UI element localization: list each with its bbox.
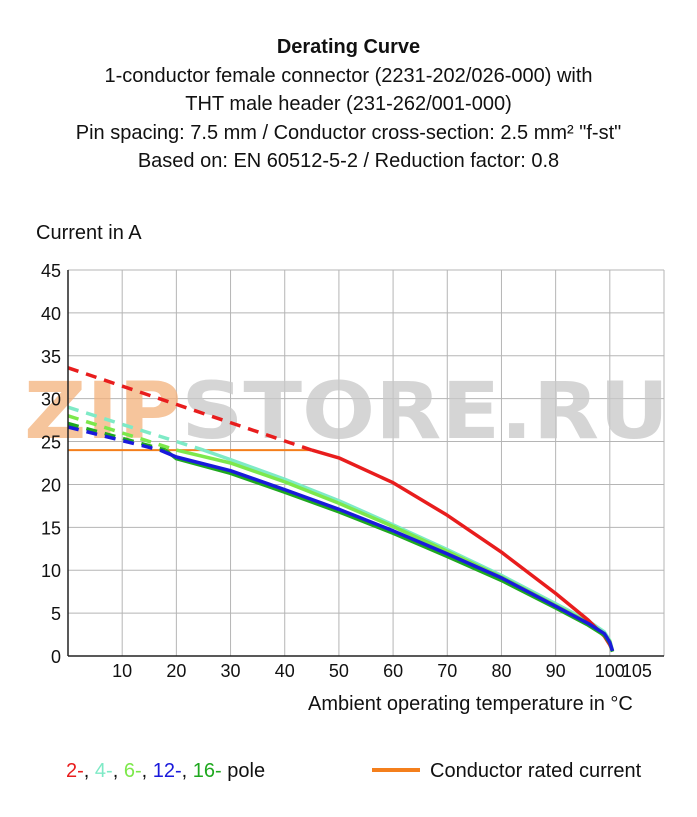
legend-sep: , <box>112 760 124 782</box>
series-layer <box>67 366 615 653</box>
legend-pole-suffix: pole <box>221 760 266 782</box>
series-2-pole-dashed <box>67 366 313 452</box>
x-tick-label: 20 <box>166 661 186 681</box>
legend-pole-4: 4- <box>94 760 113 782</box>
watermark-part-1: ZIP <box>24 367 181 457</box>
series-4-pole-dashed <box>67 405 205 452</box>
y-tick-label: 30 <box>41 390 61 410</box>
x-tick-label: 105 <box>622 661 652 681</box>
y-tick-label: 10 <box>41 561 61 581</box>
y-tick-label: 25 <box>41 433 61 453</box>
series-12-pole-solid <box>159 448 615 652</box>
y-tick-label: 15 <box>41 518 61 538</box>
chart-title: Derating Curve <box>276 36 421 58</box>
rated-current-swatch <box>372 767 420 772</box>
y-tick-label: 0 <box>51 647 61 667</box>
y-tick-label: 5 <box>51 604 61 624</box>
y-tick-label: 40 <box>41 304 61 324</box>
x-tick-label: 30 <box>221 661 241 681</box>
series-12-pole-dashed <box>67 425 161 452</box>
watermark: ZIP STORE.RU <box>24 367 669 457</box>
axes <box>67 270 664 657</box>
legend-pole-16: 16- <box>192 760 222 782</box>
chart-title-block: Derating Curve 1-conductor female connec… <box>0 33 697 176</box>
x-tick-label: 80 <box>491 661 511 681</box>
y-tick-label: 35 <box>41 347 61 367</box>
y-axis-label: Current in A <box>36 222 142 244</box>
legend-pole-2: 2- <box>66 760 84 782</box>
chart-subtitle-line-1: 1-conductor female connector (2231-202/0… <box>104 64 593 87</box>
x-axis-label: Ambient operating temperature in °C <box>308 693 633 715</box>
x-tick-label: 60 <box>383 661 403 681</box>
x-tick-label: 90 <box>546 661 566 681</box>
watermark-part-2: STORE.RU <box>181 367 669 457</box>
legend-pole-12: 12- <box>152 760 182 782</box>
x-tick-label: 10 <box>112 661 132 681</box>
chart-subtitle-line-2: THT male header (231-262/001-000) <box>185 93 512 115</box>
watermark-text: ZIP STORE.RU <box>24 367 669 457</box>
plot-area <box>68 270 664 656</box>
y-tick-label: 20 <box>41 475 61 495</box>
rated-current-label: Conductor rated current <box>430 760 642 782</box>
legend-sep: , <box>181 760 193 782</box>
chart-subtitle-line-3: Pin spacing: 7.5 mm / Conductor cross-se… <box>75 121 622 144</box>
x-tick-label: 70 <box>437 661 457 681</box>
grid-lines <box>68 269 665 656</box>
x-tick-label: 50 <box>329 661 349 681</box>
legend-sep: , <box>141 760 153 782</box>
tick-labels: 0 5 10 15 20 25 30 35 40 45 10 20 30 40 50 60 70 80 90 1001… <box>41 261 652 681</box>
rated-current-legend: Conductor rated current <box>372 760 641 783</box>
y-tick-label: 45 <box>41 261 61 281</box>
legend-pole-6: 6- <box>123 760 142 782</box>
pole-legend: 2-, 4-, 6-, 12-, 16- pole <box>66 760 265 783</box>
chart-subtitle-line-4: Based on: EN 60512-5-2 / Reduction facto… <box>137 150 560 172</box>
x-tick-label: 100 <box>595 661 625 681</box>
legend-sep: , <box>83 760 95 782</box>
x-tick-label: 40 <box>275 661 295 681</box>
